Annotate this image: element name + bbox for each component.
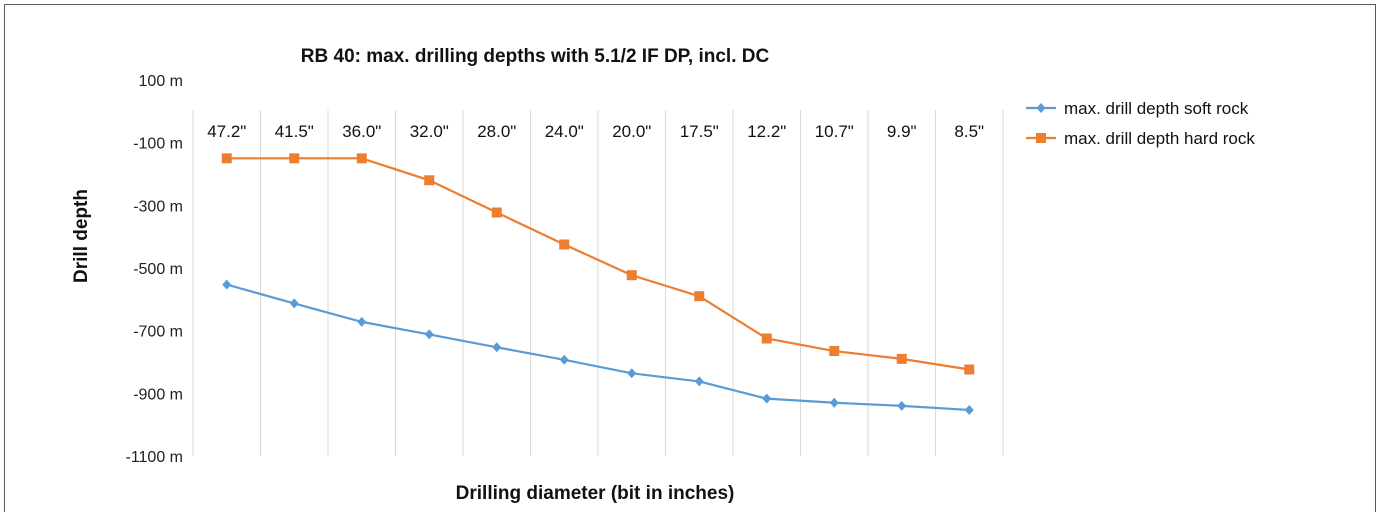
category-label: 10.7" [815, 122, 854, 141]
data-point [762, 393, 772, 404]
data-point [289, 153, 300, 164]
data-point [897, 400, 907, 411]
category-label: 36.0" [342, 122, 381, 141]
category-label: 20.0" [612, 122, 651, 141]
category-label: 41.5" [275, 122, 314, 141]
data-point [491, 207, 502, 218]
data-point [829, 397, 839, 408]
data-point [694, 291, 705, 302]
data-point [424, 329, 434, 340]
chart-title: RB 40: max. drilling depths with 5.1/2 I… [301, 46, 770, 67]
category-label: 32.0" [410, 122, 449, 141]
y-tick-label: -1100 m [125, 449, 183, 466]
y-tick-label: 100 m [139, 73, 183, 90]
data-point [356, 153, 367, 164]
data-point [289, 298, 299, 309]
data-point [627, 368, 637, 379]
category-label: 24.0" [545, 122, 584, 141]
data-point [357, 316, 367, 327]
category-label: 17.5" [680, 122, 719, 141]
x-axis-title: Drilling diameter (bit in inches) [456, 483, 735, 504]
series-line [226, 283, 970, 412]
data-point [829, 346, 840, 357]
data-point [761, 333, 772, 344]
y-tick-label: -300 m [133, 198, 183, 215]
y-tick-label: -100 m [133, 136, 183, 153]
data-point [424, 175, 435, 186]
legend-label: max. drill depth hard rock [1064, 129, 1255, 148]
series-layer [221, 153, 975, 415]
y-tick-label: -900 m [133, 386, 183, 403]
data-point [221, 153, 232, 164]
grid [192, 110, 1004, 456]
category-label: 12.2" [747, 122, 786, 141]
data-point [626, 270, 637, 281]
data-point [222, 279, 232, 290]
category-label: 8.5" [954, 122, 984, 141]
y-axis-title: Drill depth [71, 189, 92, 283]
data-point [694, 376, 704, 387]
legend-marker [1036, 133, 1046, 143]
series-line [226, 157, 970, 371]
category-label: 47.2" [207, 122, 246, 141]
category-label: 28.0" [477, 122, 516, 141]
data-point [964, 364, 975, 375]
legend: max. drill depth soft rock max. drill dep… [1026, 99, 1255, 148]
data-point [964, 404, 974, 415]
data-point [559, 239, 570, 250]
data-point [492, 342, 502, 353]
category-label: 9.9" [887, 122, 917, 141]
y-axis-ticks: 100 m -100 m -300 m -500 m -700 m -900 m -1100… [125, 73, 183, 466]
legend-label: max. drill depth soft rock [1064, 99, 1249, 118]
legend-marker [1036, 103, 1046, 113]
y-tick-label: -700 m [133, 324, 183, 341]
y-tick-label: -500 m [133, 261, 183, 278]
x-categories: 47.2" 41.5" 36.0" 32.0" 28.0" 24.0" 20.0" 17.5"… [207, 122, 984, 141]
data-point [896, 353, 907, 364]
data-point [559, 354, 569, 365]
chart-frame [4, 4, 1376, 512]
